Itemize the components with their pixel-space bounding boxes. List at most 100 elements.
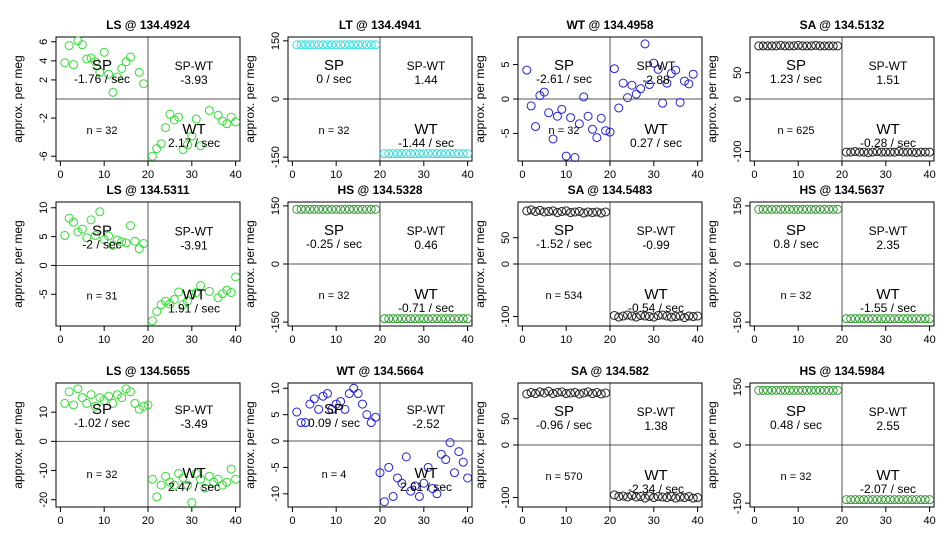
- sp-data-point: [526, 101, 536, 111]
- wt-data-point: [850, 147, 860, 157]
- sp-data-point: [125, 387, 135, 397]
- sp-wt-label: SP-WT: [869, 405, 908, 419]
- sp-data-point: [318, 391, 328, 401]
- wt-data-point: [187, 131, 197, 141]
- wt-data-point: [679, 313, 689, 323]
- sp-data-point: [60, 398, 70, 408]
- y-axis-label: approx. per meg: [243, 220, 257, 307]
- sp-data-point: [806, 204, 816, 214]
- n-count-text: n = 32: [319, 125, 350, 137]
- wt-data-point: [213, 110, 223, 120]
- sp-data-point: [601, 126, 611, 136]
- sp-data-point: [322, 40, 332, 50]
- x-tick-label: 20: [142, 169, 154, 181]
- wt-data-point: [894, 314, 904, 324]
- sp-data-point: [561, 206, 571, 216]
- wt-data-point: [618, 78, 628, 88]
- sp-data-point: [828, 385, 838, 395]
- sp-data-point: [819, 41, 829, 51]
- wt-rate-text: -0.71 / sec: [398, 301, 454, 315]
- wt-label: WT: [876, 121, 899, 138]
- wt-data-point: [449, 314, 459, 324]
- wt-data-point: [640, 493, 650, 503]
- sp-data-point: [292, 40, 302, 50]
- sp-data-point: [574, 389, 584, 399]
- wt-label: WT: [644, 467, 667, 484]
- wt-data-point: [165, 477, 175, 487]
- wt-data-point: [406, 149, 416, 159]
- wt-data-point: [631, 312, 641, 322]
- wt-data-point: [679, 493, 689, 503]
- sp-wt-value: 1.38: [644, 419, 668, 433]
- sp-data-point: [815, 385, 825, 395]
- sp-data-point: [579, 388, 589, 398]
- wt-data-point: [881, 147, 891, 157]
- wt-data-point: [161, 296, 171, 306]
- wt-data-point: [868, 314, 878, 324]
- sp-wt-value: -2.88: [642, 73, 670, 87]
- x-tick-label: 10: [330, 169, 342, 181]
- sp-data-point: [811, 40, 821, 50]
- y-tick-label: 0: [500, 261, 512, 267]
- wt-data-point: [436, 314, 446, 324]
- sp-data-point: [130, 398, 140, 408]
- x-tick-label: 10: [330, 515, 342, 527]
- sp-data-point: [544, 108, 554, 118]
- sp-data-point: [557, 206, 567, 216]
- sp-data-point: [95, 67, 105, 77]
- sp-data-point: [143, 400, 153, 410]
- sp-data-point: [73, 227, 83, 237]
- sp-data-point: [322, 204, 332, 214]
- panel-5: LS @ 134.5311 approx. per meg -5 0 5 10 0 10 20 3…: [11, 183, 242, 346]
- sp-data-point: [125, 52, 135, 62]
- wt-data-point: [925, 495, 935, 505]
- wt-rate-text: 2.61 / sec: [400, 480, 452, 494]
- sp-data-point: [763, 41, 773, 51]
- y-tick-label: 150: [270, 197, 282, 215]
- x-tick-label: 10: [98, 515, 110, 527]
- wt-data-point: [618, 311, 628, 321]
- wt-data-point: [841, 147, 851, 157]
- panel-title: LS @ 134.5655: [106, 364, 190, 378]
- wt-data-point: [684, 491, 694, 501]
- sp-data-point: [121, 238, 131, 248]
- wt-rate-text: -1.55 / sec: [860, 301, 916, 315]
- wt-data-point: [636, 84, 646, 94]
- wt-data-point: [894, 495, 904, 505]
- sp-data-point: [366, 204, 376, 214]
- wt-data-point: [449, 468, 459, 478]
- wt-label: WT: [414, 465, 437, 482]
- sp-data-point: [758, 204, 768, 214]
- y-tick-label: 0: [732, 442, 744, 448]
- wt-data-point: [393, 149, 403, 159]
- sp-data-point: [314, 40, 324, 50]
- sp-data-point: [301, 418, 311, 428]
- wt-data-point: [855, 314, 865, 324]
- x-tick-label: 30: [648, 515, 660, 527]
- wt-data-point: [187, 289, 197, 299]
- sp-data-point: [331, 204, 341, 214]
- wt-data-point: [454, 149, 464, 159]
- sp-data-point: [309, 40, 319, 50]
- sp-data-point: [104, 391, 114, 401]
- y-tick-label: 10: [38, 406, 50, 418]
- sp-data-point: [108, 87, 118, 97]
- y-axis-label: approx. per meg: [243, 401, 257, 488]
- sp-wt-label: SP-WT: [407, 224, 446, 238]
- wt-data-point: [868, 147, 878, 157]
- wt-data-point: [920, 147, 930, 157]
- wt-data-point: [658, 310, 668, 320]
- y-tick-label: -2: [38, 113, 50, 123]
- sp-data-point: [314, 404, 324, 414]
- wt-data-point: [458, 457, 468, 467]
- y-tick-label: -10: [270, 486, 282, 502]
- wt-data-point: [191, 468, 201, 478]
- y-axis-label: approx. per meg: [705, 55, 719, 142]
- sp-label: SP: [786, 403, 806, 420]
- n-count-text: n = 570: [545, 471, 582, 483]
- sp-data-point: [69, 217, 79, 227]
- y-tick-label: 6: [38, 39, 50, 45]
- n-count-text: n = 32: [781, 471, 812, 483]
- wt-data-point: [640, 39, 650, 49]
